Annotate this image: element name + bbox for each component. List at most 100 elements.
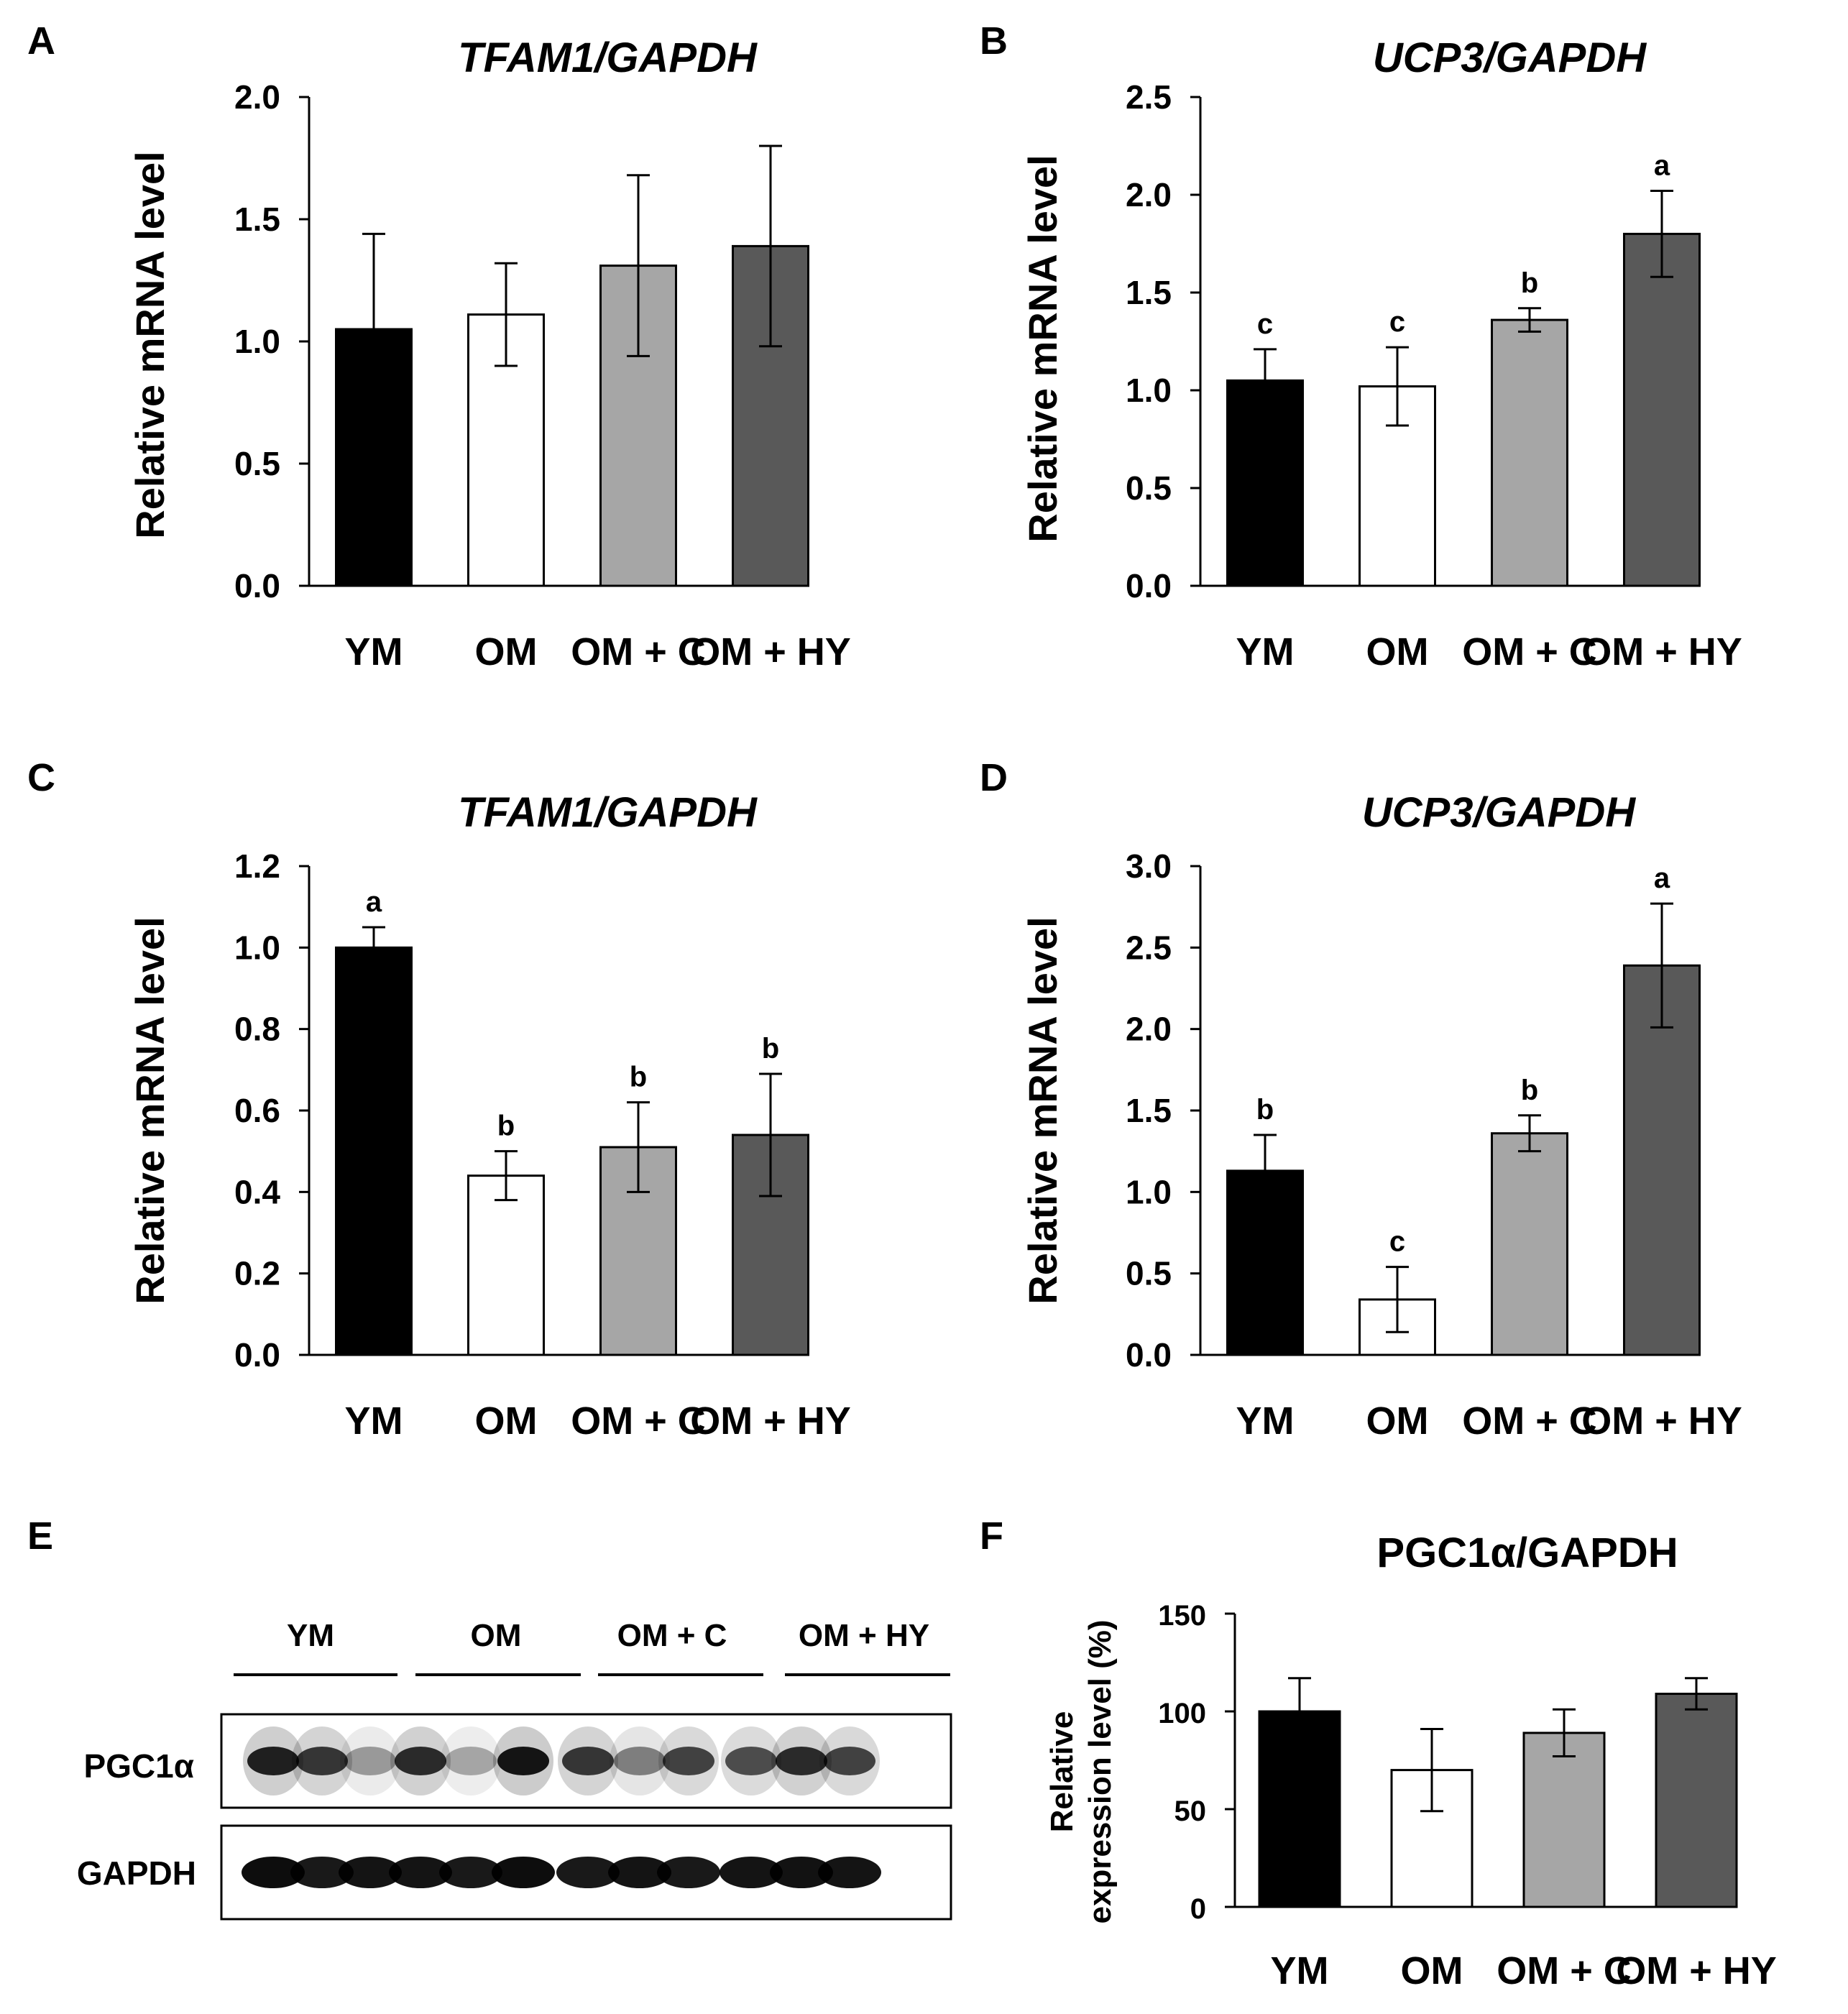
x-category-label: OM + C xyxy=(1497,1949,1632,1992)
significance-letter: c xyxy=(1389,306,1405,338)
y-tick-label: 0.8 xyxy=(234,1011,280,1048)
x-category-label: OM + C xyxy=(571,630,706,673)
bar xyxy=(1226,379,1304,587)
y-tick-label: 0.2 xyxy=(234,1255,280,1292)
bar xyxy=(1655,1693,1738,1908)
blot-band xyxy=(556,1857,620,1888)
y-axis-label: Relative mRNA level xyxy=(127,151,173,539)
y-tick-label: 0.0 xyxy=(1126,567,1172,604)
blot-lanes xyxy=(242,1726,881,1888)
x-category-label: OM + HY xyxy=(690,630,851,673)
x-category-label: OM + C xyxy=(1462,1399,1597,1443)
blot-band xyxy=(389,1857,452,1888)
y-tick-label: 1.5 xyxy=(234,201,280,238)
y-tick-label: 0.5 xyxy=(1126,469,1172,507)
blot-band xyxy=(445,1747,497,1775)
y-tick-label: 1.5 xyxy=(1126,274,1172,311)
chart-marks: 0.0 0.5 1.0 1.5 2.0 2.5 3.0 b YM c OM b OM + C a OM + … xyxy=(1126,847,1742,1443)
chart-marks: 0.0 0.5 1.0 1.5 2.0 YM OM OM + COM + HY xyxy=(234,78,851,673)
y-tick-label: 2.5 xyxy=(1126,929,1172,966)
y-tick-label: 1.5 xyxy=(1126,1092,1172,1129)
blot-band xyxy=(663,1747,714,1775)
y-tick-label: 3.0 xyxy=(1126,847,1172,885)
chart-title: UCP3/GAPDH xyxy=(1373,35,1647,81)
y-tick-label: 0.0 xyxy=(234,1336,280,1374)
chart-title: UCP3/GAPDH xyxy=(1362,789,1636,836)
y-tick-label: 0 xyxy=(1190,1893,1206,1925)
bar xyxy=(467,1174,545,1356)
bar xyxy=(335,946,413,1356)
significance-letter: b xyxy=(1521,267,1538,299)
chart-marks: 0.0 0.2 0.4 0.6 0.8 1.0 1.2 a YM b OM b OM + C b OM + … xyxy=(234,847,851,1443)
y-tick-label: 1.0 xyxy=(234,323,280,360)
blot-membrane-gapdh xyxy=(220,1824,952,1921)
significance-letter: a xyxy=(1654,150,1670,182)
x-category-label: OM xyxy=(1401,1949,1463,1992)
blot-band xyxy=(657,1857,720,1888)
y-tick-label: 150 xyxy=(1158,1600,1206,1632)
x-category-label: YM xyxy=(345,1399,403,1443)
blot-band-smear xyxy=(610,1726,670,1795)
y-tick-label: 0.6 xyxy=(234,1092,280,1129)
blot-band xyxy=(614,1747,666,1775)
panel-d-chart: D UCP3/GAPDH Relative mRNA level 0.0 0.5 1… xyxy=(980,756,1742,1443)
panel-b-chart: B UCP3/GAPDH Relative mRNA level 0.0 0.5 1… xyxy=(980,19,1742,673)
y-tick-label: 50 xyxy=(1174,1795,1207,1827)
significance-letter: b xyxy=(630,1062,647,1093)
panel-letter-a: A xyxy=(27,19,55,63)
significance-letter: b xyxy=(1256,1094,1274,1126)
x-category-label: OM xyxy=(1366,630,1429,673)
y-tick-label: 0.5 xyxy=(1126,1255,1172,1292)
chart-title: TFAM1/GAPDH xyxy=(458,789,758,836)
y-tick-label: 100 xyxy=(1158,1698,1206,1729)
y-axis-label-line2: expression level (%) xyxy=(1082,1619,1118,1923)
y-axis-label-line1: Relative xyxy=(1044,1711,1080,1833)
blot-band xyxy=(290,1857,354,1888)
panel-letter-b: B xyxy=(980,19,1008,63)
y-tick-label: 1.0 xyxy=(1126,372,1172,409)
significance-letter: c xyxy=(1389,1226,1405,1258)
blot-band-smear xyxy=(340,1726,400,1795)
panel-letter-c: C xyxy=(27,756,55,799)
blot-membrane-pgc1a xyxy=(220,1713,952,1809)
y-tick-label: 1.0 xyxy=(234,929,280,966)
y-tick-label: 2.0 xyxy=(1126,176,1172,213)
x-category-label: OM + C xyxy=(1462,630,1597,673)
significance-letter: a xyxy=(1654,863,1670,894)
blot-group-label: OM + HY xyxy=(799,1618,929,1653)
blot-band xyxy=(776,1747,827,1775)
blot-band xyxy=(725,1747,777,1775)
blot-row-label: PGC1α xyxy=(83,1747,194,1785)
blot-group-label: OM + C xyxy=(617,1618,727,1653)
x-category-label: YM xyxy=(345,630,403,673)
significance-letter: a xyxy=(366,886,382,918)
x-category-label: OM + HY xyxy=(690,1399,851,1443)
blot-band xyxy=(497,1747,549,1775)
significance-letter: b xyxy=(762,1033,779,1065)
blot-band xyxy=(247,1747,299,1775)
blot-band xyxy=(824,1747,875,1775)
panel-letter-d: D xyxy=(980,756,1008,799)
y-axis-label: Relative mRNA level xyxy=(1020,916,1065,1305)
bar xyxy=(1491,1132,1568,1356)
x-category-label: YM xyxy=(1236,1399,1295,1443)
bar xyxy=(1623,964,1701,1356)
blot-group-label: YM xyxy=(287,1618,334,1653)
x-category-label: OM + HY xyxy=(1581,1399,1742,1443)
blot-band xyxy=(242,1857,305,1888)
y-tick-label: 0.0 xyxy=(1126,1336,1172,1374)
x-category-label: OM + HY xyxy=(1616,1949,1777,1992)
panel-f-chart: F PGC1α/GAPDH Relative expression level … xyxy=(980,1514,1777,1992)
y-tick-label: 0.5 xyxy=(234,445,280,482)
y-axis-label: Relative mRNA level xyxy=(1020,155,1065,543)
blot-row-label: GAPDH xyxy=(77,1854,196,1892)
panel-letter-e: E xyxy=(27,1514,53,1558)
x-category-label: OM xyxy=(475,630,538,673)
significance-letter: b xyxy=(1521,1075,1538,1106)
blot-band xyxy=(344,1747,396,1775)
blot-band xyxy=(395,1747,446,1775)
panel-e-western-blot: E YM OM OM + C OM + HY PGC1α GAPDH xyxy=(27,1514,952,1921)
bar xyxy=(1522,1732,1606,1908)
chart-marks: 0.0 0.5 1.0 1.5 2.0 2.5 c YM c OM b OM + C a OM + HY xyxy=(1126,78,1742,673)
